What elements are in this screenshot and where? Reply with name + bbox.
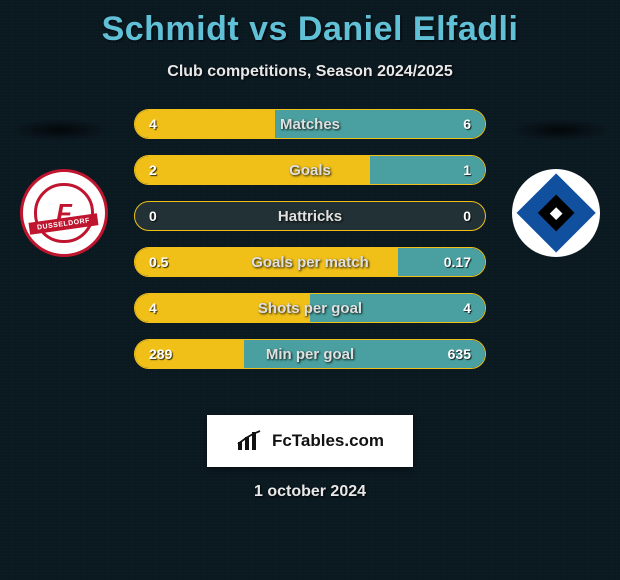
stat-label: Matches [135,110,485,138]
stat-bars: 46Matches 21Goals 00Hattricks 0.50.17Goals … [134,109,486,385]
left-player-shadow [10,119,110,141]
left-team-logo-inner: F DUSSELDORF [34,183,93,242]
stat-label: Goals per match [135,248,485,276]
right-player-shadow [510,119,610,141]
right-team-logo-diamond-core [550,207,562,219]
stat-label: Min per goal [135,340,485,368]
stat-row: 0.50.17Goals per match [134,247,486,277]
stat-label: Goals [135,156,485,184]
stat-row: 46Matches [134,109,486,139]
stat-label: Hattricks [135,202,485,230]
stat-row: 21Goals [134,155,486,185]
stat-label: Shots per goal [135,294,485,322]
left-team-logo-band: DUSSELDORF [29,214,99,235]
stat-row: 00Hattricks [134,201,486,231]
subtitle: Club competitions, Season 2024/2025 [0,63,620,81]
brand-text: FcTables.com [272,431,384,451]
page-title: Schmidt vs Daniel Elfadli [0,0,620,49]
comparison-area: F DUSSELDORF 46Matches 21Goals 00Hattricks… [0,109,620,409]
brand-box: FcTables.com [207,415,413,467]
right-team-logo-diamond [516,173,596,253]
date-text: 1 october 2024 [0,483,620,501]
brand-chart-icon [236,430,264,452]
right-team-logo-diamond-inner [538,195,575,232]
stat-row: 289635Min per goal [134,339,486,369]
right-team-logo [512,169,600,257]
stat-row: 44Shots per goal [134,293,486,323]
left-team-logo: F DUSSELDORF [20,169,108,257]
